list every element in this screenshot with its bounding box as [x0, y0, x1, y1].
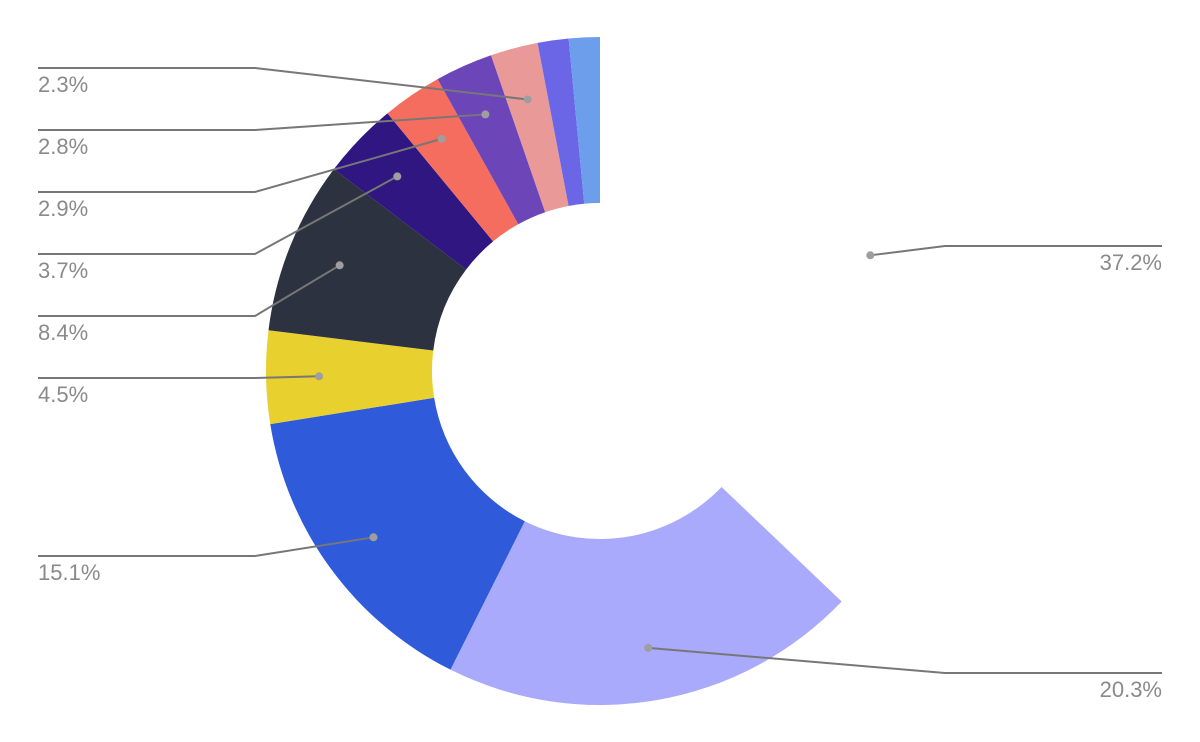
leader-dot-8: [523, 95, 532, 104]
slice-label-8: 2.3%: [38, 72, 88, 97]
slice-label-4: 8.4%: [38, 320, 88, 345]
slice-5: [333, 113, 494, 270]
slices-layer: [266, 37, 935, 705]
slice-8: [491, 42, 569, 213]
leaders-layer: [38, 67, 1162, 674]
leader-line-5: [38, 175, 398, 255]
labels-layer: 37.2% 20.3% 15.1% 4.5% 8.4% 3.7% 2.9% 2.8% 2.3%: [38, 72, 1162, 702]
slice-10: [568, 37, 600, 204]
slice-label-7: 2.8%: [38, 134, 88, 159]
slice-1: [450, 486, 842, 705]
slice-label-5: 3.7%: [38, 258, 88, 283]
leader-dot-0: [866, 251, 875, 260]
slice-7: [437, 55, 546, 225]
slice-9: [537, 38, 585, 206]
slice-label-6: 2.9%: [38, 196, 88, 221]
leader-dot-3: [315, 372, 324, 381]
leader-line-1: [648, 646, 1162, 674]
slice-label-2: 15.1%: [38, 560, 100, 585]
slice-label-3: 4.5%: [38, 382, 88, 407]
leader-dot-1: [644, 643, 653, 652]
slice-label-0: 37.2%: [1100, 250, 1162, 275]
slice-3: [266, 330, 435, 425]
leader-line-3: [38, 375, 320, 379]
leader-dot-2: [369, 533, 378, 542]
leader-dot-5: [393, 172, 402, 181]
leader-dot-4: [335, 261, 344, 270]
leader-dot-7: [481, 110, 490, 119]
leader-dot-6: [437, 134, 446, 143]
leader-line-8: [38, 67, 528, 101]
leader-line-7: [38, 113, 486, 131]
leader-line-2: [38, 536, 374, 557]
leader-line-0: [870, 245, 1162, 257]
leader-line-4: [38, 264, 341, 317]
slice-label-1: 20.3%: [1100, 677, 1162, 702]
slice-4: [268, 169, 467, 351]
leader-line-6: [38, 137, 442, 193]
slice-2: [270, 397, 525, 670]
slice-0: [600, 37, 935, 602]
